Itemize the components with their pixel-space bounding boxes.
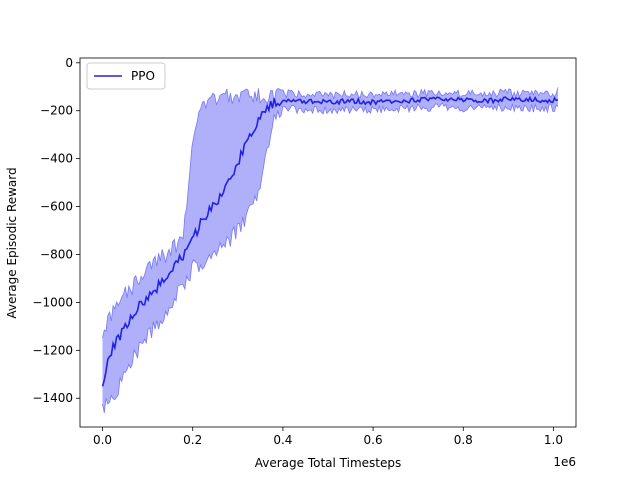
x-tick-label: 0.2	[183, 433, 202, 447]
band-lower-edge-ppo	[102, 102, 559, 413]
y-tick-label: −400	[40, 152, 73, 166]
x-tick-label: 1.0	[544, 433, 563, 447]
axes-frame	[79, 57, 577, 428]
y-tick-label: −1000	[32, 295, 73, 309]
x-offset-label: 1e6	[553, 455, 576, 469]
legend-label-ppo: PPO	[131, 69, 155, 83]
x-tick-label: 0.8	[454, 433, 473, 447]
plot-area	[101, 87, 559, 413]
y-tick-label: 0	[65, 56, 73, 70]
y-tick-label: −1200	[32, 343, 73, 357]
x-tick-label: 0.0	[93, 433, 112, 447]
axes: 0.0 0.2 0.4 0.6 0.8 1.0 0 −200 −400 −600 −800 −1000…	[32, 56, 577, 447]
x-axis-label: Average Total Timesteps	[255, 456, 402, 470]
legend-frame	[86, 62, 166, 90]
x-tick-label: 0.6	[364, 433, 383, 447]
band-upper-edge-ppo	[102, 87, 559, 339]
series-line-ppo	[101, 95, 559, 387]
y-tick-label: −1400	[32, 391, 73, 405]
y-tick-label: −600	[40, 200, 73, 214]
y-axis-label: Average Episodic Reward	[5, 167, 19, 318]
y-tick-label: −200	[40, 104, 73, 118]
x-tick-label: 0.4	[273, 433, 292, 447]
confidence-band-ppo	[102, 87, 558, 413]
legend: PPO	[86, 62, 166, 90]
y-tick-label: −800	[40, 247, 73, 261]
